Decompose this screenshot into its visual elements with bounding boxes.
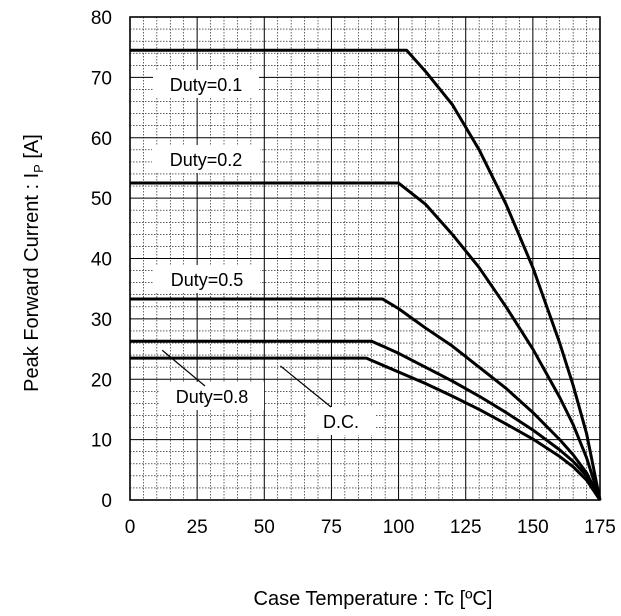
x-tick-label: 100 [383,517,415,538]
x-tick-label: 25 [187,517,208,538]
series-label: D.C. [323,412,359,432]
y-axis-title-unit: [A] [21,134,43,164]
series-line [130,181,602,501]
x-tick-label: 150 [517,517,549,538]
annotations: Duty=0.1 Duty=0.2 Duty=0.5 Duty=0.8 D.C. [152,70,375,435]
y-tick-label: 80 [91,8,112,29]
series-label-background [307,407,375,435]
series-label: Duty=0.5 [171,270,244,290]
x-tick-label: 175 [584,517,616,538]
x-tick-labels: 0 25 50 75 100 125 150 175 [125,517,616,538]
series-line [130,297,602,501]
series-label-background [160,382,264,410]
y-tick-label: 10 [91,431,112,452]
x-tick-label: 50 [254,517,275,538]
plot-frame [129,16,601,501]
series-line [130,48,602,501]
y-tick-labels: 0 10 20 30 40 50 60 70 80 [91,8,112,512]
series-label-background [153,70,259,98]
series-label: Duty=0.1 [170,75,243,95]
y-tick-label: 70 [91,68,112,89]
y-tick-label: 40 [91,250,112,271]
leader-line [161,349,206,387]
y-tick-label: 0 [101,491,112,512]
series-line [130,356,602,501]
y-axis-title-subscript: P [31,164,46,173]
x-tick-label: 75 [321,517,342,538]
x-tick-label: 0 [125,517,136,538]
y-tick-label: 20 [91,370,112,391]
x-axis-title: Case Temperature : Tc [ºC] [254,588,493,610]
y-tick-label: 50 [91,189,112,210]
y-axis-title-main: Peak Forward Current : I [21,173,43,392]
y-tick-label: 60 [91,129,112,150]
x-tick-label: 125 [450,517,482,538]
curves [130,48,602,501]
series-label: Duty=0.2 [170,150,243,170]
leader-line [280,365,332,408]
series-label-background [154,265,260,293]
series-label-background [152,145,260,173]
y-axis-title: Peak Forward Current : IP [A] [21,134,46,392]
series-label: Duty=0.8 [176,387,249,407]
y-tick-label: 30 [91,310,112,331]
series-line [130,339,602,501]
